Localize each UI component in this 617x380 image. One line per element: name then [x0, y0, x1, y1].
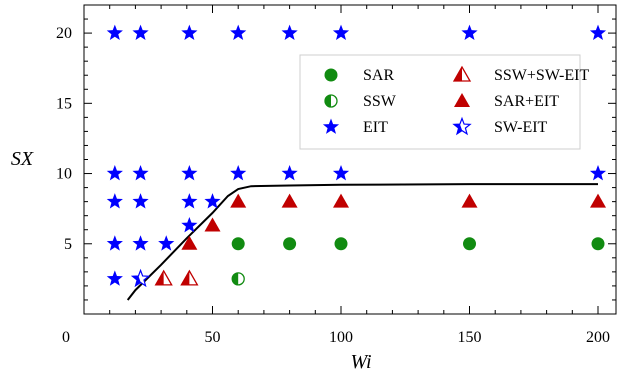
- star-filled-marker: [230, 24, 247, 40]
- y-tick-label: 10: [56, 166, 72, 183]
- star-filled-marker: [204, 193, 221, 209]
- x-tick-label: 200: [586, 329, 610, 346]
- star-filled-marker: [106, 270, 123, 286]
- star-filled-marker: [132, 165, 149, 181]
- legend-label: SW-EIT: [494, 119, 548, 136]
- x-tick-label: 100: [329, 329, 353, 346]
- x-tick-label: 150: [458, 329, 482, 346]
- star-filled-marker: [181, 193, 198, 209]
- markers: [106, 24, 607, 288]
- star-filled-marker: [158, 235, 175, 251]
- triangle-filled-marker: [181, 235, 198, 250]
- star-filled-marker: [181, 24, 198, 40]
- y-tick-label: 5: [64, 236, 72, 253]
- star-filled-marker: [281, 165, 298, 181]
- x-tick-label: 0: [62, 329, 70, 346]
- triangle-filled-marker: [590, 193, 607, 208]
- star-filled-marker: [322, 118, 340, 134]
- legend-label: SSW+SW-EIT: [494, 67, 589, 84]
- triangle-filled-marker: [204, 217, 221, 232]
- star-filled-marker: [181, 217, 198, 233]
- triangle-filled-marker: [454, 93, 470, 107]
- x-axis-label: Wi: [350, 351, 371, 373]
- plot-frame: [83, 4, 617, 315]
- legend: SAR SSW EIT SSW+SW-EIT SAR+EIT SW-EIT: [299, 54, 589, 150]
- triangle-half-marker: [154, 269, 173, 286]
- star-filled-marker: [589, 24, 607, 40]
- y-axis-label: SX: [11, 148, 34, 170]
- legend-label: EIT: [363, 119, 388, 136]
- star-filled-marker: [132, 24, 149, 40]
- star-filled-marker: [132, 235, 149, 251]
- star-filled-marker: [461, 24, 478, 40]
- star-filled-marker: [589, 165, 607, 181]
- ticks: [84, 5, 616, 314]
- triangle-filled-marker: [461, 193, 478, 208]
- circle-filled-marker: [591, 237, 605, 251]
- star-filled-marker: [132, 193, 149, 209]
- legend-box: [299, 54, 581, 150]
- star-filled-marker: [106, 235, 123, 251]
- x-tick-label: 50: [205, 329, 221, 346]
- star-filled-marker: [106, 165, 123, 181]
- triangle-filled-marker: [281, 193, 298, 208]
- star-half-marker: [452, 116, 472, 136]
- triangle-filled-marker: [333, 193, 350, 208]
- legend-label: SAR+EIT: [494, 93, 559, 110]
- star-filled-marker: [332, 165, 350, 181]
- star-filled-marker: [230, 165, 247, 181]
- tick-labels: 0 50 100 150 200 5 10 15 20: [56, 25, 610, 346]
- triangle-half-marker: [452, 65, 472, 82]
- star-filled-marker: [106, 24, 123, 40]
- circle-half-marker: [324, 94, 338, 108]
- boundary-line: [126, 183, 598, 301]
- triangle-filled-marker: [230, 193, 247, 208]
- star-filled-marker: [106, 193, 123, 209]
- star-filled-marker: [181, 165, 198, 181]
- y-tick-label: 20: [56, 25, 72, 42]
- star-filled-marker: [332, 24, 350, 40]
- legend-label: SAR: [363, 67, 394, 84]
- circle-filled-marker: [334, 237, 348, 251]
- circle-filled-marker: [324, 68, 338, 82]
- y-tick-label: 15: [56, 95, 72, 112]
- circle-half-marker: [231, 272, 245, 286]
- star-half-marker: [130, 268, 151, 288]
- triangle-half-marker: [180, 269, 199, 286]
- circle-filled-marker: [463, 237, 477, 251]
- legend-label: SSW: [363, 93, 397, 110]
- circle-filled-marker: [231, 237, 245, 251]
- circle-filled-marker: [283, 237, 297, 251]
- star-filled-marker: [281, 24, 298, 40]
